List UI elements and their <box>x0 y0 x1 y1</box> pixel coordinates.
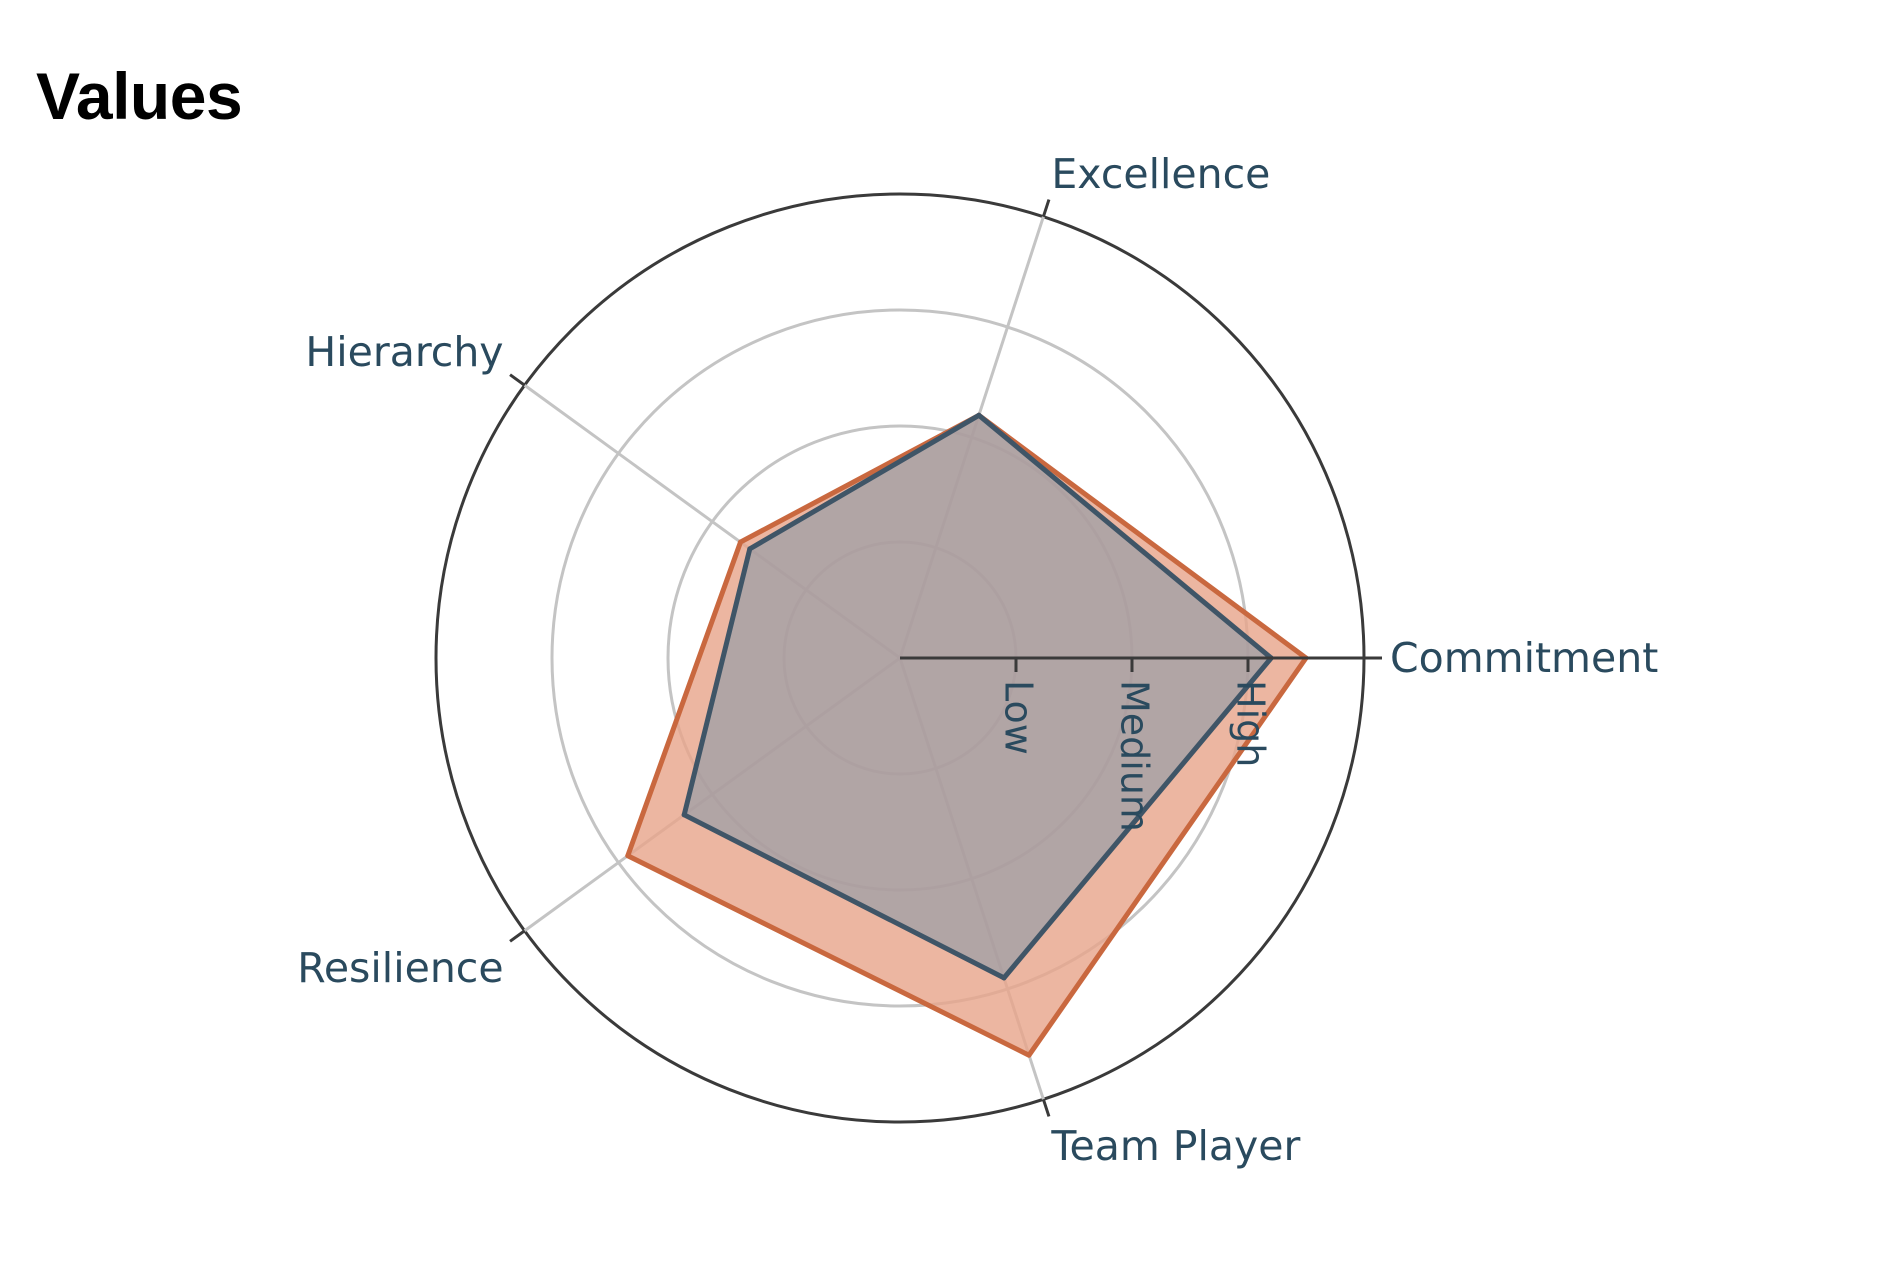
axis-label-team-player: Team Player <box>1050 1122 1300 1170</box>
series-1-point <box>1026 1052 1032 1058</box>
series-2-point <box>1001 975 1007 981</box>
series-layer <box>625 412 1309 1058</box>
axis-tick <box>509 373 526 387</box>
radial-tick-label: Low <box>997 680 1041 755</box>
axis-label-excellence: Excellence <box>1051 150 1270 198</box>
axis-tick <box>1041 199 1051 218</box>
radial-tick-label: High <box>1229 680 1273 767</box>
series-1-point <box>737 539 743 545</box>
axis-labels: Commitment Excellence Hierarchy Resilience T… <box>297 150 1658 1170</box>
series-2-point <box>976 412 982 418</box>
radial-axis: Low Medium High <box>900 656 1382 832</box>
series-2-point <box>681 812 687 818</box>
series-1-point <box>625 853 631 859</box>
axis-tick <box>1041 1098 1051 1117</box>
radial-tick-label: Medium <box>1113 680 1157 832</box>
axis-label-resilience: Resilience <box>297 944 503 992</box>
series-2-point <box>747 546 753 552</box>
chart-title: Values <box>36 59 243 133</box>
series-2-area <box>681 412 1274 981</box>
axis-tick <box>509 929 526 943</box>
axis-label-hierarchy: Hierarchy <box>305 328 503 376</box>
axis-label-commitment: Commitment <box>1390 634 1658 682</box>
